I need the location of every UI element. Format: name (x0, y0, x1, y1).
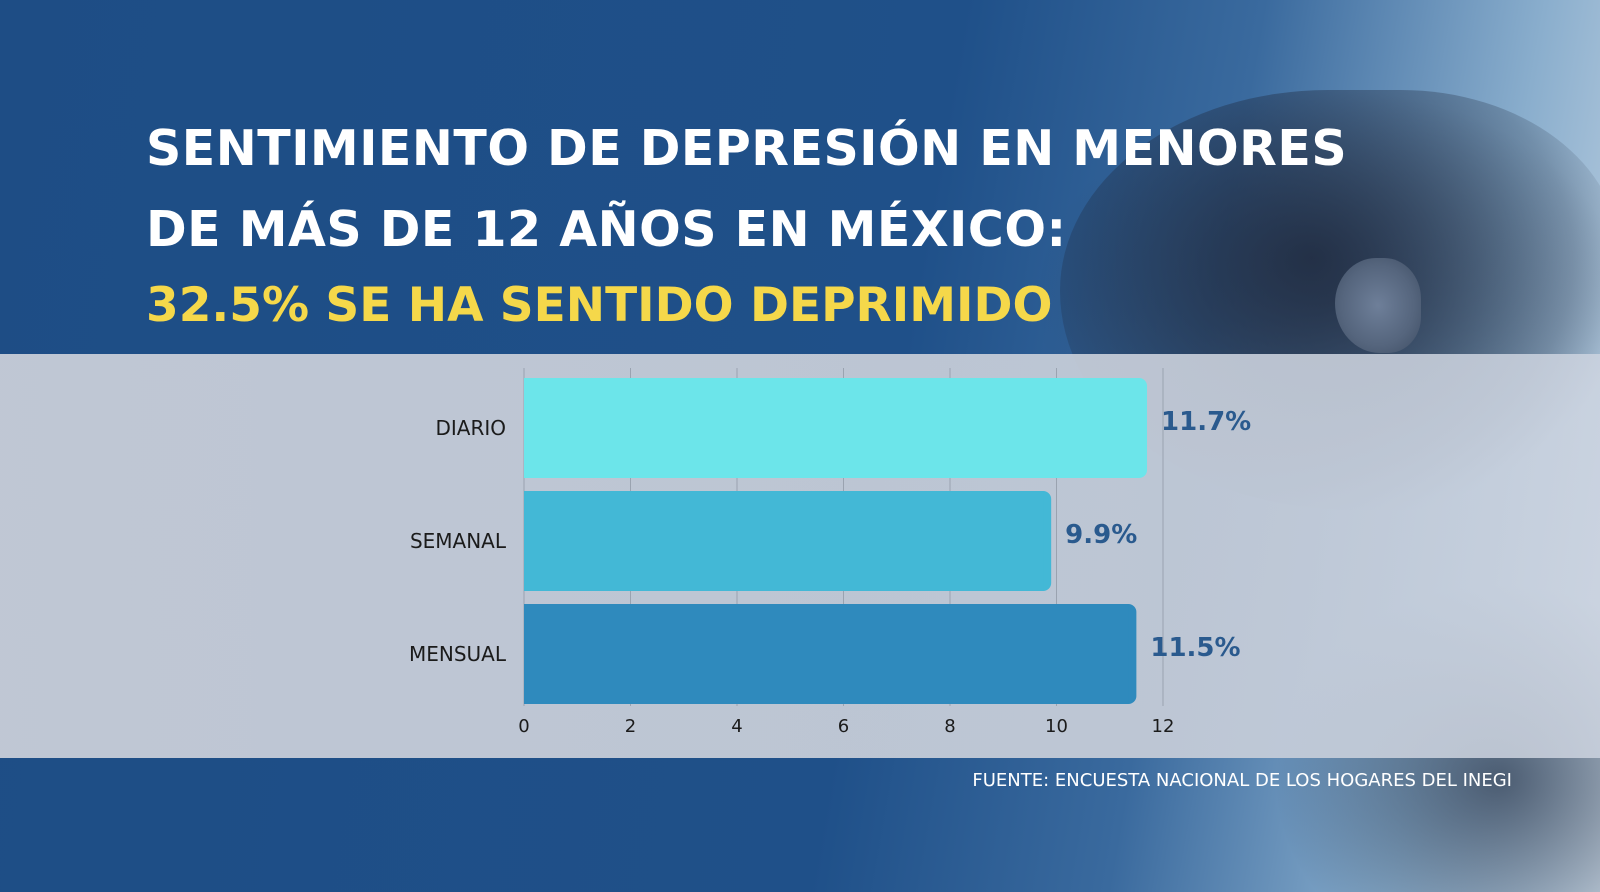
title-block: SENTIMIENTO DE DEPRESIÓN EN MENORES DE M… (146, 108, 1348, 342)
bar-group-diario (524, 378, 1148, 478)
x-tick-label: 6 (838, 716, 849, 737)
x-tick-label: 12 (1152, 716, 1175, 737)
category-label: MENSUAL (409, 642, 507, 666)
bar-group-mensual (524, 604, 1137, 704)
source-note: FUENTE: ENCUESTA NACIONAL DE LOS HOGARES… (972, 770, 1512, 791)
chart-x-ticks: 0 2 4 6 8 10 12 (518, 716, 1174, 737)
category-label: DIARIO (435, 416, 506, 440)
bar-group-semanal (524, 491, 1052, 591)
data-label: 11.7% (1161, 407, 1251, 437)
bar (524, 378, 1140, 478)
bar (524, 491, 1044, 591)
title-line-2: DE MÁS DE 12 AÑOS EN MÉXICO: (146, 201, 1067, 258)
bar-chart: DIARIO 11.7% SEMANAL 9.9% MENSUAL 11.5% 0 2 4 6 8… (409, 368, 1251, 737)
x-tick-label: 0 (518, 716, 529, 737)
chart-panel: DIARIO 11.7% SEMANAL 9.9% MENSUAL 11.5% 0 2 4 6 8… (0, 354, 1600, 758)
x-tick-label: 4 (731, 716, 742, 737)
subtitle: 32.5% SE HA SENTIDO DEPRIMIDO (146, 278, 1053, 333)
background-photo-ear (1335, 258, 1421, 353)
x-tick-label: 10 (1045, 716, 1068, 737)
data-label: 11.5% (1150, 633, 1240, 663)
data-label: 9.9% (1065, 520, 1137, 550)
bar (524, 604, 1129, 704)
chart-labels: DIARIO 11.7% SEMANAL 9.9% MENSUAL 11.5% (409, 407, 1251, 666)
category-label: SEMANAL (410, 529, 507, 553)
title-line-1: SENTIMIENTO DE DEPRESIÓN EN MENORES (146, 120, 1348, 177)
x-tick-label: 8 (944, 716, 955, 737)
chart-bars (524, 378, 1148, 704)
x-tick-label: 2 (625, 716, 636, 737)
